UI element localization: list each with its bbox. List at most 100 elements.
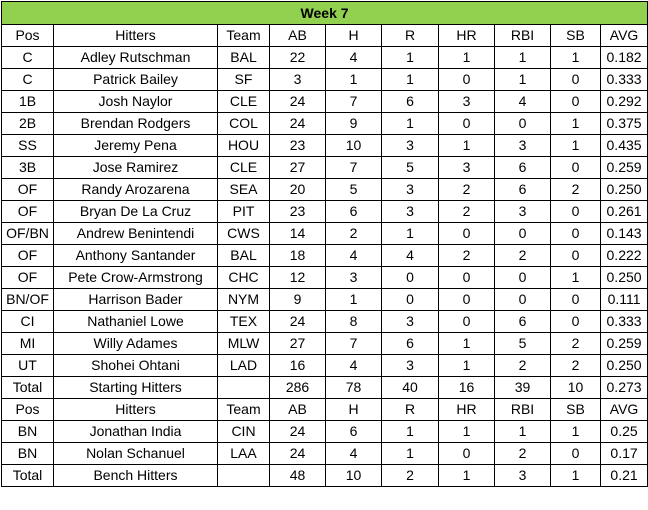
table-row: OF Pete Crow-Armstrong CHC 12 3 0 0 0 1 0.250 [1,266,648,289]
table-row: 2B Brendan Rodgers COL 24 9 1 0 0 1 0.375 [1,112,648,135]
r-cell: 6 [381,90,439,113]
r-cell: 5 [381,156,439,179]
pos-cell: 1B [1,90,54,113]
r-cell: 1 [381,222,439,245]
pos-cell: 3B [1,156,54,179]
table-row: OF Anthony Santander BAL 18 4 4 2 2 0 0.222 [1,244,648,267]
table-row: C Patrick Bailey SF 3 1 1 0 1 0 0.333 [1,68,648,91]
sb-cell: 0 [550,200,601,223]
h-cell: 9 [325,112,382,135]
team-cell [217,464,270,487]
r-cell: 0 [381,266,439,289]
r-cell: R [381,24,439,47]
hr-cell: 3 [438,156,495,179]
r-cell: 1 [381,112,439,135]
pos-cell: OF [1,244,54,267]
h-cell: 6 [325,420,382,443]
h-cell: 7 [325,332,382,355]
table-row: 3B Jose Ramirez CLE 27 7 5 3 6 0 0.259 [1,156,648,179]
avg-cell: 0.250 [599,178,648,201]
ab-cell: 23 [269,134,326,157]
ab-cell: 286 [269,376,326,399]
sb-cell: 0 [550,288,601,311]
avg-cell: 0.25 [599,420,648,443]
h-cell: 1 [325,288,382,311]
rbi-cell: 6 [494,310,551,333]
team-cell: SF [217,68,270,91]
sb-cell: 0 [550,310,601,333]
r-cell: 1 [381,46,439,69]
r-cell: 2 [381,464,439,487]
avg-cell: 0.259 [599,156,648,179]
h-cell: H [325,398,382,421]
hr-cell: 0 [438,68,495,91]
h-cell: 10 [325,134,382,157]
sb-cell: 1 [550,46,601,69]
h-cell: 5 [325,178,382,201]
hitter-cell: Hitters [53,398,218,421]
avg-cell: 0.17 [599,442,648,465]
hr-cell: 0 [438,266,495,289]
rbi-cell: 3 [494,464,551,487]
rbi-cell: 6 [494,178,551,201]
hitter-cell: Bryan De La Cruz [53,200,218,223]
pos-cell: 2B [1,112,54,135]
team-cell: CWS [217,222,270,245]
team-cell: BAL [217,244,270,267]
hitter-cell: Jeremy Pena [53,134,218,157]
h-cell: 3 [325,266,382,289]
team-cell: CLE [217,156,270,179]
team-cell: CLE [217,90,270,113]
pos-cell: OF [1,266,54,289]
table-row: 1B Josh Naylor CLE 24 7 6 3 4 0 0.292 [1,90,648,113]
team-cell: SEA [217,178,270,201]
r-cell: R [381,398,439,421]
hr-cell: 0 [438,310,495,333]
pos-cell: OF [1,178,54,201]
sb-cell: 0 [550,442,601,465]
team-cell: NYM [217,288,270,311]
pos-cell: MI [1,332,54,355]
r-cell: 0 [381,288,439,311]
rbi-cell: 2 [494,354,551,377]
rbi-cell: 6 [494,156,551,179]
pos-cell: Total [1,376,54,399]
ab-cell: 48 [269,464,326,487]
ab-cell: 3 [269,68,326,91]
hitter-cell: Harrison Bader [53,288,218,311]
hr-cell: 0 [438,112,495,135]
table-row: UT Shohei Ohtani LAD 16 4 3 1 2 2 0.250 [1,354,648,377]
ab-cell: 24 [269,442,326,465]
r-cell: 1 [381,442,439,465]
avg-cell: 0.111 [599,288,648,311]
hitter-cell: Bench Hitters [53,464,218,487]
ab-cell: 18 [269,244,326,267]
ab-cell: AB [269,24,326,47]
pos-cell: C [1,68,54,91]
h-cell: 10 [325,464,382,487]
sb-cell: 2 [550,332,601,355]
hr-cell: 0 [438,222,495,245]
avg-cell: 0.292 [599,90,648,113]
rbi-cell: 0 [494,112,551,135]
hitter-cell: Willy Adames [53,332,218,355]
hitter-cell: Jose Ramirez [53,156,218,179]
pos-cell: BN [1,420,54,443]
rbi-cell: 1 [494,46,551,69]
h-cell: 78 [325,376,382,399]
avg-cell: 0.250 [599,266,648,289]
team-cell: HOU [217,134,270,157]
h-cell: 4 [325,354,382,377]
ab-cell: 24 [269,112,326,135]
h-cell: 4 [325,442,382,465]
avg-cell: AVG [599,24,648,47]
table-row: OF Randy Arozarena SEA 20 5 3 2 6 2 0.250 [1,178,648,201]
team-cell: BAL [217,46,270,69]
team-cell: MLW [217,332,270,355]
pos-cell: C [1,46,54,69]
hr-cell: 1 [438,420,495,443]
hr-cell: 0 [438,288,495,311]
hitter-cell: Randy Arozarena [53,178,218,201]
avg-cell: 0.333 [599,310,648,333]
hr-cell: 1 [438,354,495,377]
